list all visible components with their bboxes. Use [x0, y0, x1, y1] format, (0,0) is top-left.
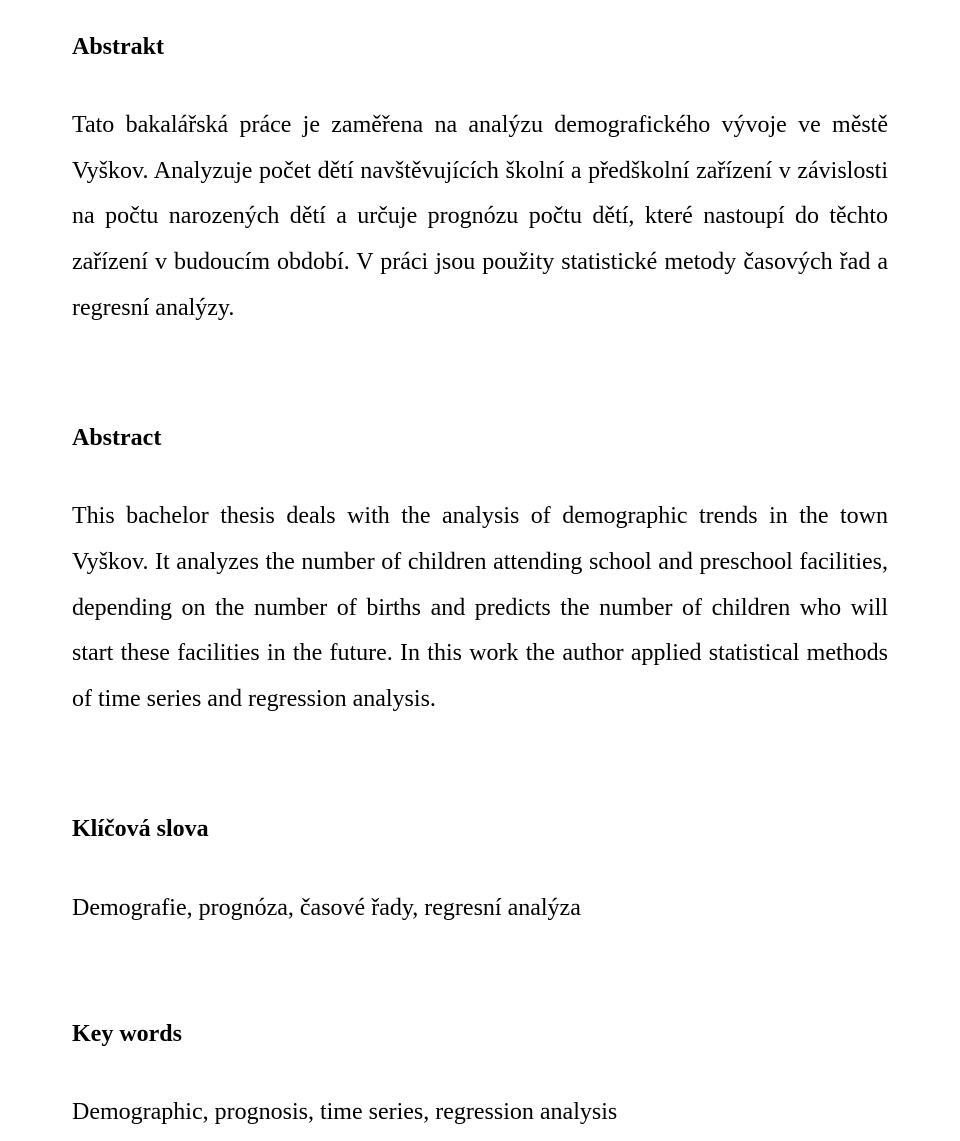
section-spacer	[72, 786, 888, 814]
heading-abstract: Abstract	[72, 423, 888, 454]
keywords-english: Demographic, prognosis, time series, reg…	[72, 1090, 888, 1136]
heading-abstrakt: Abstrakt	[72, 32, 888, 63]
document-page: Abstrakt Tato bakalářská práce je zaměře…	[0, 0, 960, 1141]
section-spacer	[72, 395, 888, 423]
keywords-czech: Demografie, prognóza, časové řady, regre…	[72, 886, 888, 932]
paragraph-abstract: This bachelor thesis deals with the anal…	[72, 494, 888, 722]
heading-klicova-slova: Klíčová slova	[72, 814, 888, 845]
section-spacer	[72, 991, 888, 1019]
paragraph-abstrakt: Tato bakalářská práce je zaměřena na ana…	[72, 103, 888, 331]
heading-key-words: Key words	[72, 1019, 888, 1050]
